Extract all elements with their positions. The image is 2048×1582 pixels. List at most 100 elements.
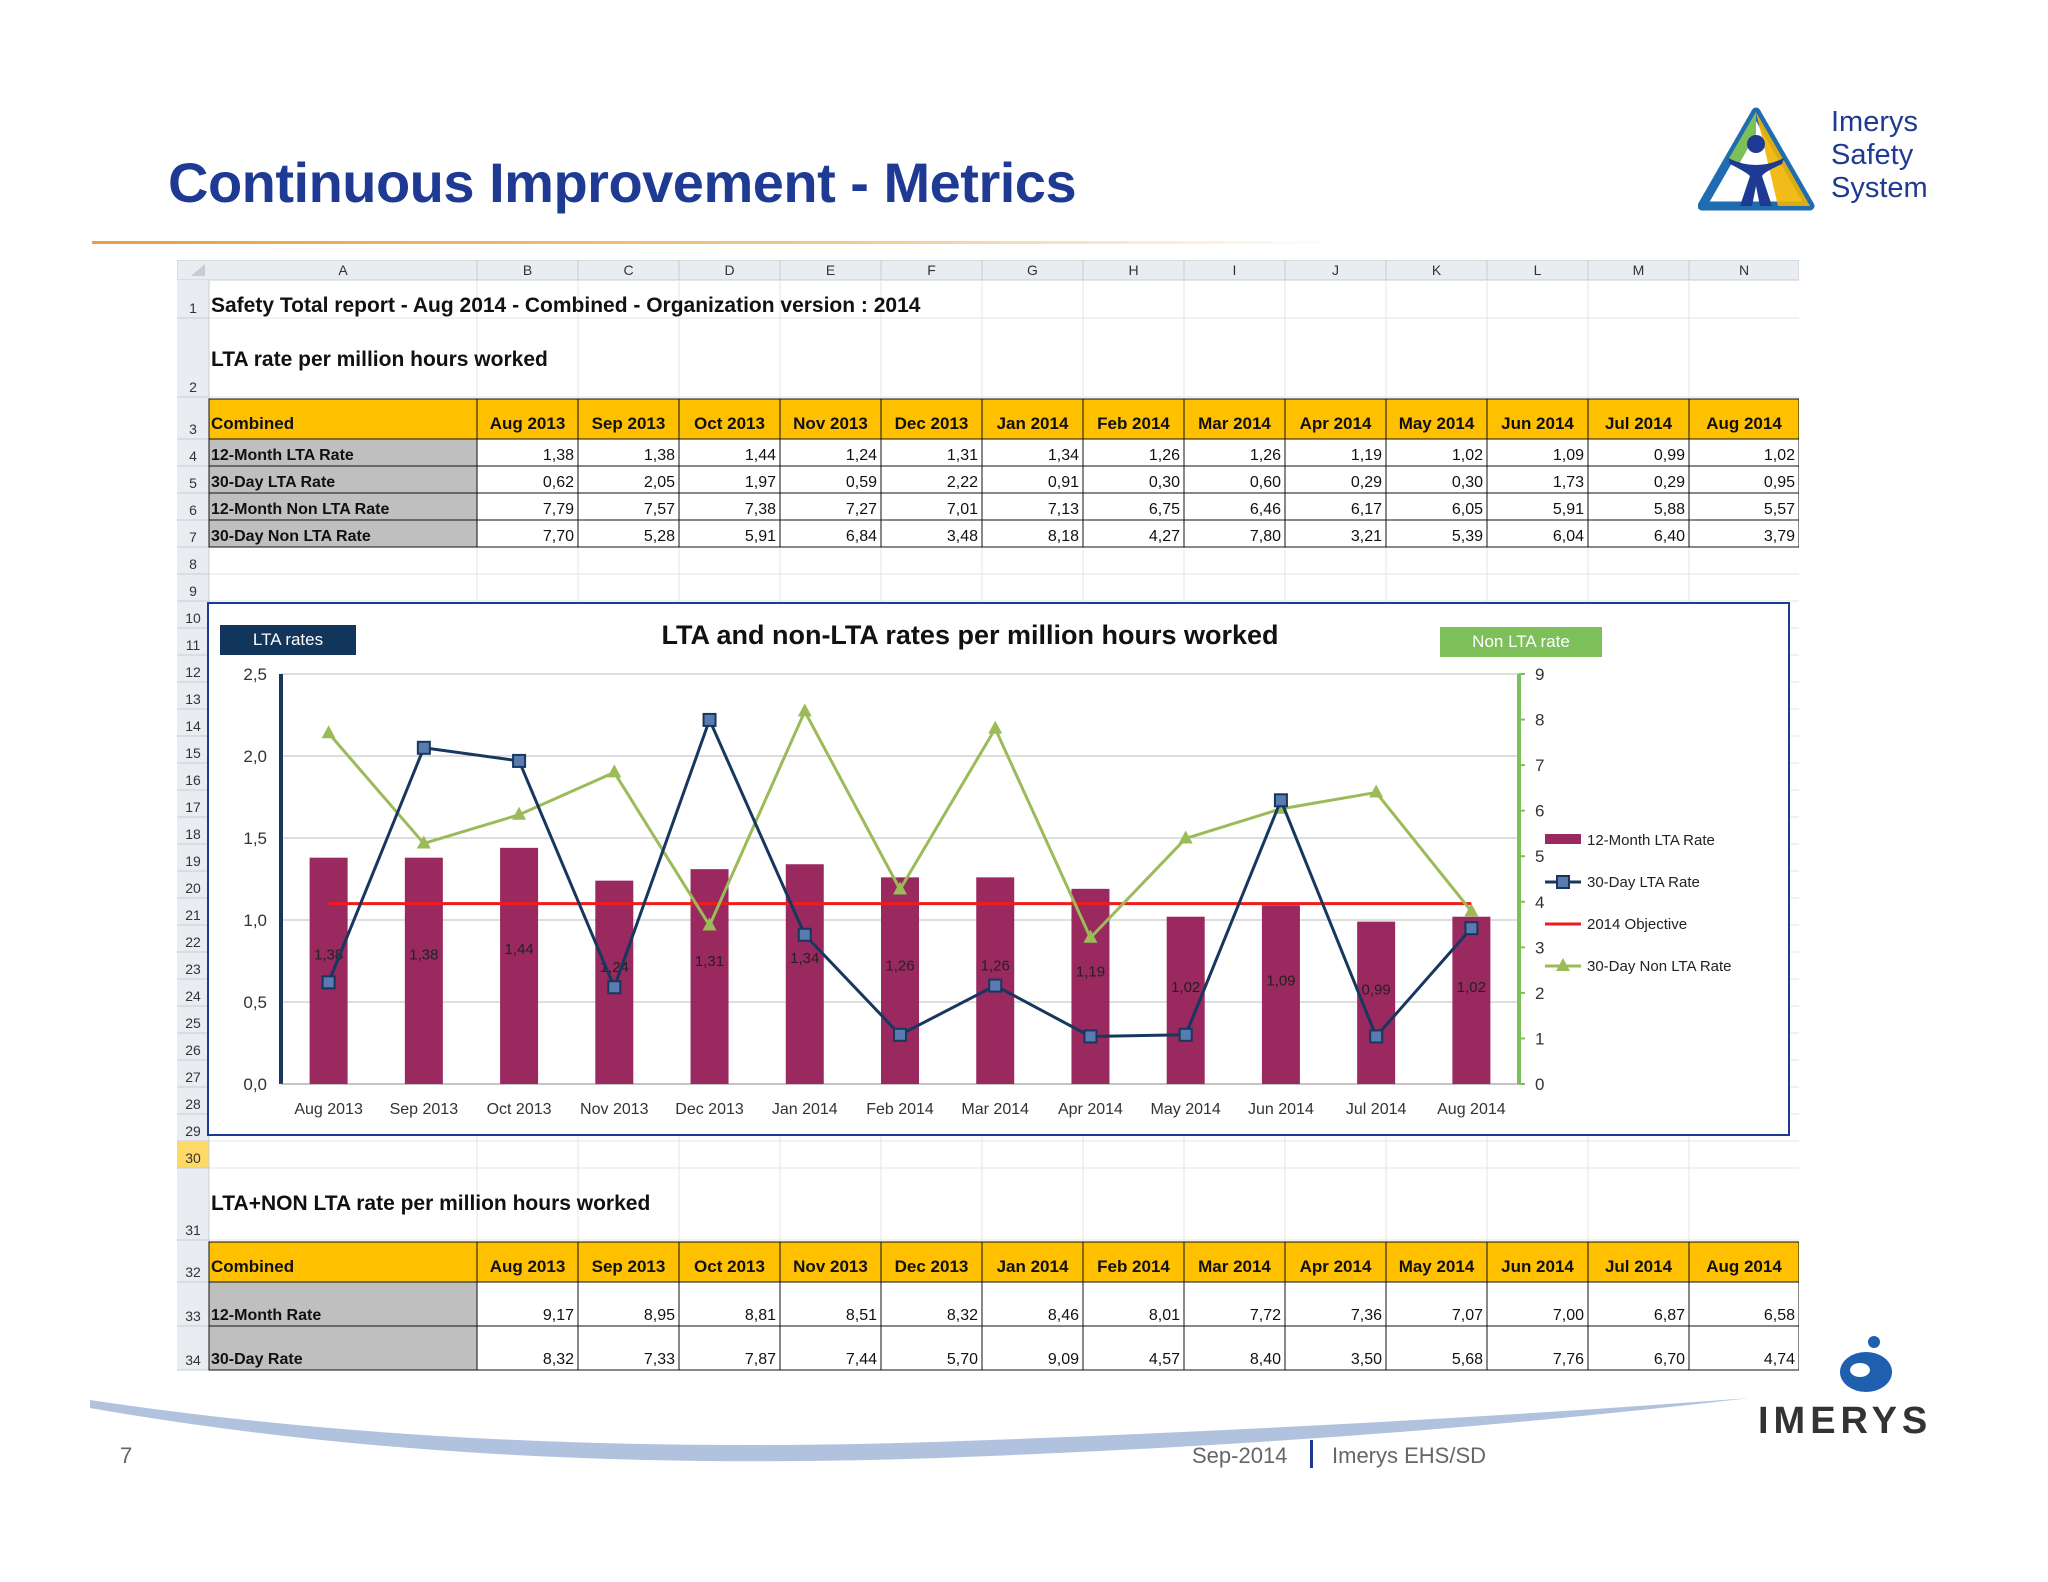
lta-table-month-header: Aug 2013 [490, 414, 566, 433]
lta-table-month-header: Jul 2014 [1605, 414, 1673, 433]
table-cell [577, 1325, 680, 1371]
total-table-value: 7,07 [1452, 1307, 1483, 1324]
bar-data-label: 1,02 [1171, 979, 1200, 996]
row-number: 28 [185, 1096, 201, 1112]
total-table-value: 8,32 [947, 1307, 978, 1324]
non-lta-point [893, 881, 907, 895]
y2-tick-label: 1 [1535, 1029, 1544, 1048]
lta-table-value: 0,91 [1048, 474, 1079, 491]
lta-30day-point [1178, 1027, 1193, 1042]
logo-line-1: Imerys [1831, 106, 1918, 138]
footer-org: Imerys EHS/SD [1332, 1443, 1487, 1468]
total-table-value: 8,01 [1149, 1307, 1180, 1324]
table-cell [1587, 1325, 1690, 1371]
non-lta-point [702, 917, 717, 931]
lta-table-value: 6,75 [1149, 501, 1180, 518]
lta-table-value: 1,34 [1048, 447, 1079, 464]
lta-table-value: 0,60 [1250, 474, 1281, 491]
lta-table-value: 1,26 [1149, 447, 1180, 464]
lta-30day-point [1083, 1029, 1098, 1044]
lta-table-value: 6,46 [1250, 501, 1281, 518]
row-number: 19 [185, 853, 201, 869]
lta-table-header [208, 398, 1799, 440]
lta-table-value: 3,79 [1764, 528, 1795, 545]
table-cell [577, 519, 680, 548]
column-header-G: G [1027, 262, 1038, 278]
row-number: 2 [189, 379, 197, 395]
chart-title: LTA and non-LTA rates per million hours … [661, 620, 1279, 650]
total-table-month-header: Nov 2013 [793, 1257, 868, 1276]
table-cell [1082, 492, 1185, 521]
lta-table-month-header: Mar 2014 [1198, 414, 1271, 433]
row-number: 20 [185, 880, 201, 896]
total-table-month-header: Jan 2014 [997, 1257, 1069, 1276]
legend-marker-lta [1556, 875, 1570, 889]
left-axis-tag: LTA rates [220, 625, 356, 655]
total-table-value: 9,09 [1048, 1351, 1079, 1368]
lta-table-month-header: Apr 2014 [1300, 414, 1372, 433]
non-lta-point [607, 764, 622, 778]
lta-table-value: 6,17 [1351, 501, 1382, 518]
lta-table-value: 0,59 [846, 474, 877, 491]
lta-table-month-header: Sep 2013 [592, 414, 666, 433]
total-table-value: 7,44 [846, 1351, 877, 1368]
row-number: 7 [189, 529, 197, 545]
table-cell [1385, 492, 1488, 521]
total-table-value: 4,57 [1149, 1351, 1180, 1368]
lta-table-row-label: 12-Month Non LTA Rate [211, 501, 389, 518]
lta-table-value: 0,30 [1149, 474, 1180, 491]
safety-person-icon [1697, 107, 1815, 211]
table-cell [1183, 492, 1286, 521]
lta-table-month-header: Dec 2013 [895, 414, 969, 433]
row-number: 21 [185, 907, 201, 923]
y-tick-label: 2,0 [243, 747, 267, 766]
row-number: 23 [185, 961, 201, 977]
bar-data-label: 0,99 [1362, 982, 1391, 999]
table-cell [1486, 1281, 1589, 1327]
column-header-D: D [724, 262, 734, 278]
imerys-swirl-icon [1840, 1336, 1892, 1392]
table-cell [1284, 1281, 1387, 1327]
slide-title: Continuous Improvement - Metrics [168, 151, 1077, 214]
x-tick-label: Feb 2014 [866, 1101, 934, 1118]
table-cell [1688, 1325, 1799, 1371]
x-tick-label: Nov 2013 [580, 1101, 649, 1118]
lta-table-value: 7,80 [1250, 528, 1281, 545]
bar-12m-lta-rate [1071, 888, 1110, 1084]
lta-table-value: 1,97 [745, 474, 776, 491]
total-table-month-header: Jul 2014 [1605, 1257, 1673, 1276]
row-header-highlight [177, 1141, 209, 1168]
table-cell [1688, 438, 1799, 467]
column-header-band [177, 260, 1799, 281]
table-cell [476, 438, 579, 467]
right-axis-tag: Non LTA rate [1440, 627, 1602, 657]
table-cell [1082, 438, 1185, 467]
lta-30day-point [1464, 921, 1479, 936]
x-tick-label: Jan 2014 [772, 1101, 838, 1118]
y2-tick-label: 8 [1535, 711, 1544, 730]
report-title: Safety Total report - Aug 2014 - Combine… [211, 294, 921, 317]
x-tick-label: Sep 2013 [390, 1101, 459, 1118]
table-cell [1486, 492, 1589, 521]
total-table-month-header: May 2014 [1399, 1257, 1475, 1276]
row-number: 31 [185, 1222, 201, 1238]
lta-table-value: 7,13 [1048, 501, 1079, 518]
lta-table-value: 1,31 [947, 447, 978, 464]
table-cell [1486, 1325, 1589, 1371]
table-cell [1183, 519, 1286, 548]
total-table-month-header: Apr 2014 [1300, 1257, 1372, 1276]
bar-12m-lta-rate [881, 877, 919, 1084]
lta-table-month-header: Oct 2013 [694, 414, 765, 433]
total-table-value: 9,17 [543, 1307, 574, 1324]
non-lta-point [1369, 784, 1384, 798]
total-table-month-header: Aug 2013 [490, 1257, 566, 1276]
table-cell [678, 1281, 781, 1327]
lta-table-value: 5,91 [1553, 501, 1584, 518]
lta-table-value: 2,22 [947, 474, 978, 491]
y-tick-label: 0,0 [243, 1075, 267, 1094]
table-cell [476, 465, 579, 494]
table-cell [577, 1281, 680, 1327]
lta-30day-point [797, 927, 812, 942]
y-tick-label: 1,5 [243, 829, 267, 848]
x-tick-label: Apr 2014 [1058, 1101, 1123, 1118]
